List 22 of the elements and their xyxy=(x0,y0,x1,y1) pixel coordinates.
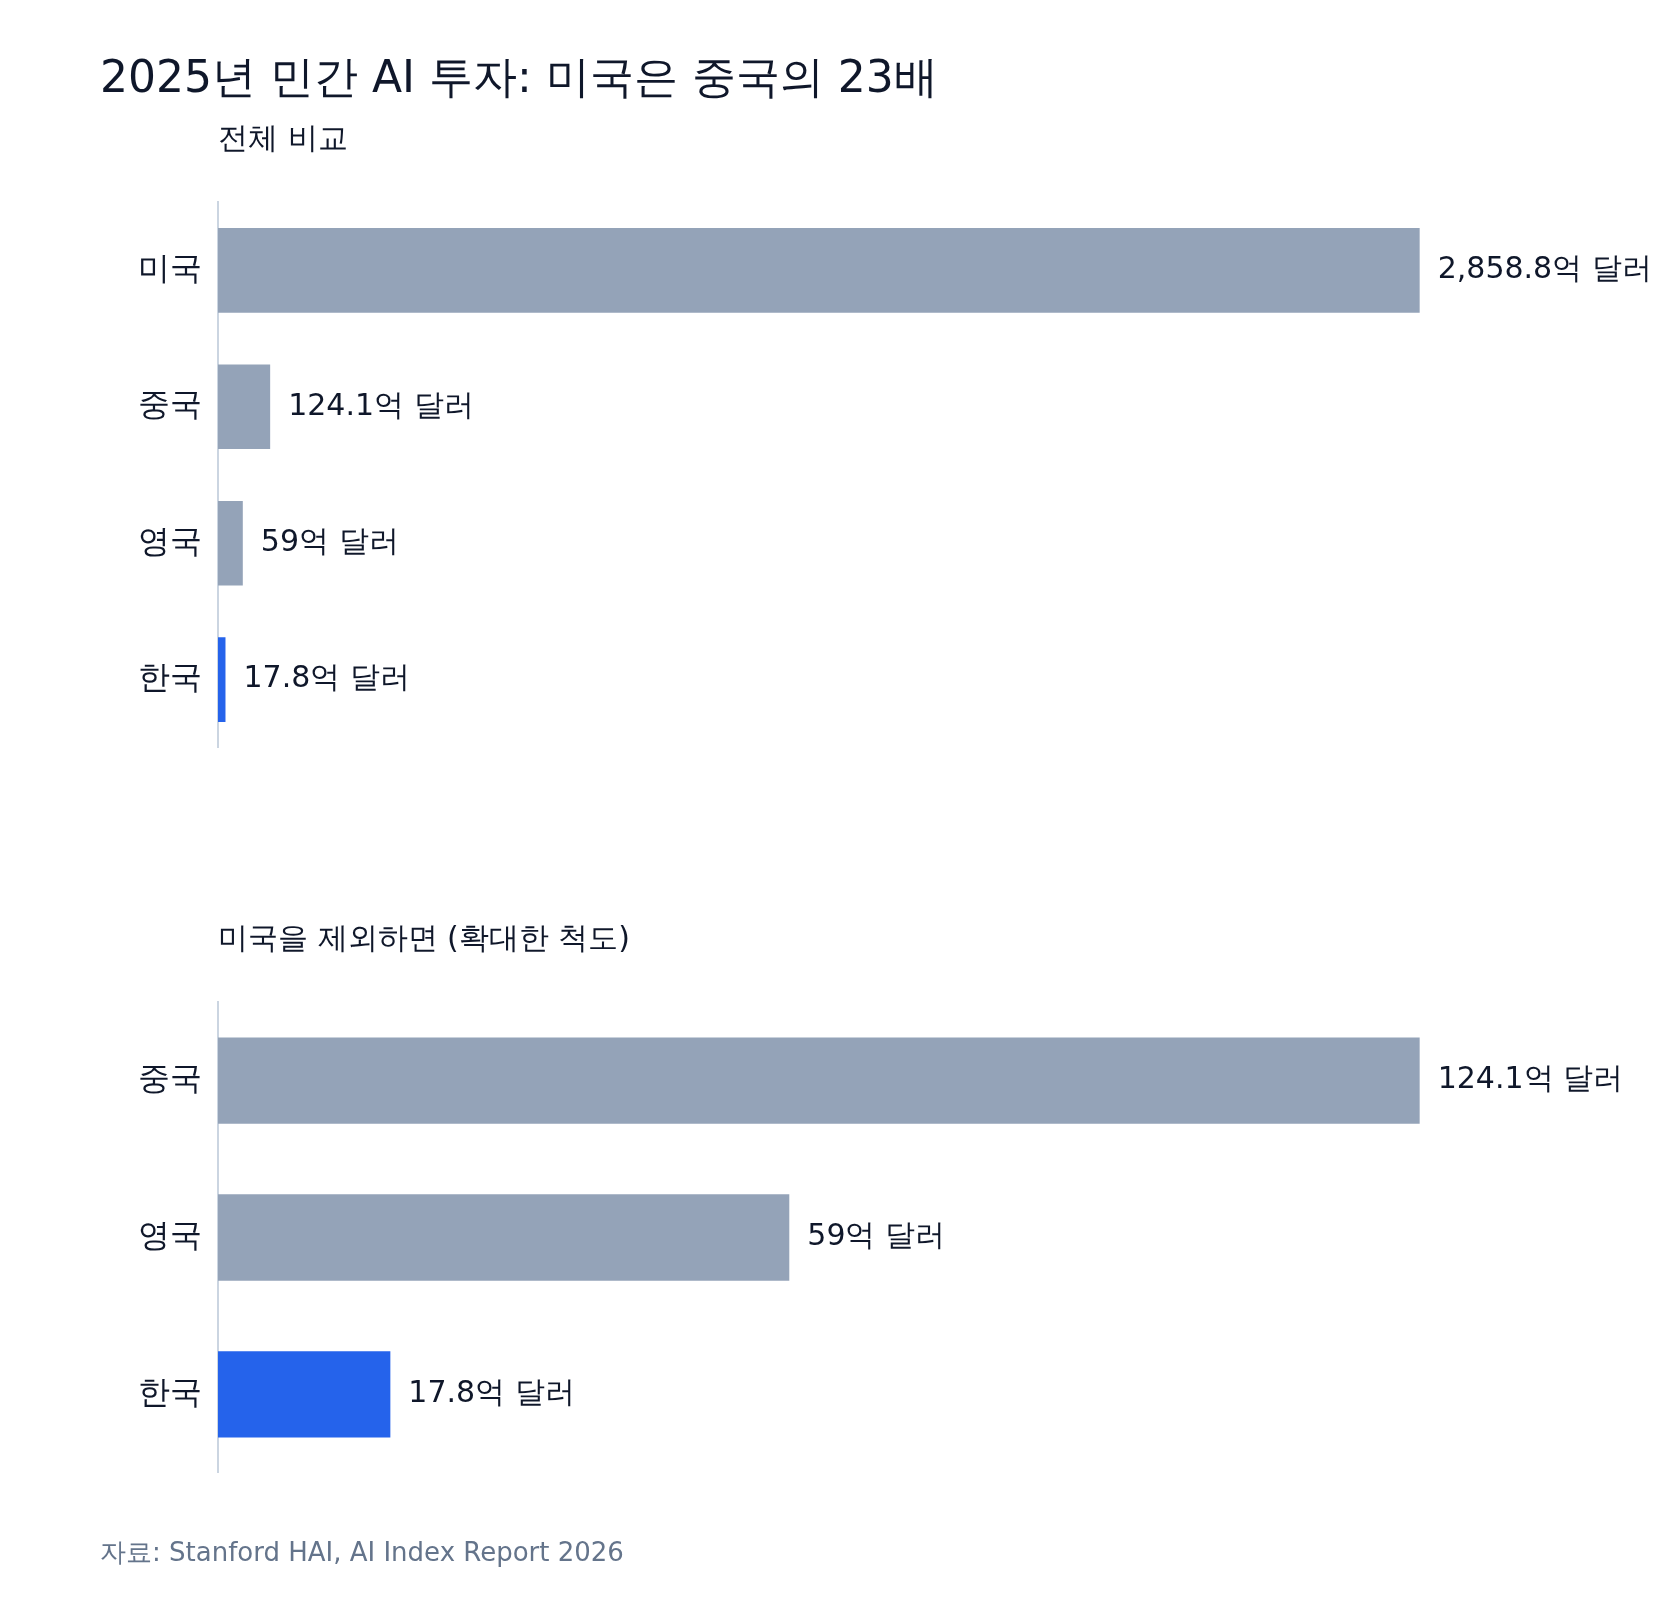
bar xyxy=(218,364,271,450)
y-tick-label: 영국 xyxy=(138,1215,202,1254)
y-tick-label: 중국 xyxy=(138,385,202,424)
y-tick-label: 중국 xyxy=(138,1058,202,1097)
y-tick-label: 한국 xyxy=(138,1372,202,1411)
bar xyxy=(218,500,243,586)
data-label: 124.1억 달러 xyxy=(1437,1060,1624,1096)
data-label: 17.8억 달러 xyxy=(408,1374,575,1410)
chart-title: 2025년 민간 AI 투자: 미국은 중국의 23배 xyxy=(100,50,938,104)
bar xyxy=(218,228,1420,313)
text: 자료: Stanford HAI, AI Index Report 2026 xyxy=(100,1536,624,1569)
y-tick-label: 영국 xyxy=(138,521,202,560)
chart-subtitle: 미국을 제외하면 (확대한 척도) xyxy=(218,919,631,957)
data-label: 124.1억 달러 xyxy=(288,386,474,422)
data-label: 59억 달러 xyxy=(807,1217,946,1253)
y-tick-label: 한국 xyxy=(138,657,202,696)
data-label: 2,858.8억 달러 xyxy=(1437,250,1652,286)
data-label: 59억 달러 xyxy=(260,523,399,558)
y-tick-label: 미국 xyxy=(138,248,202,287)
data-label: 17.8억 달러 xyxy=(243,659,410,695)
chart-subtitle: 전체 비교 xyxy=(218,119,348,157)
bar xyxy=(218,637,226,722)
